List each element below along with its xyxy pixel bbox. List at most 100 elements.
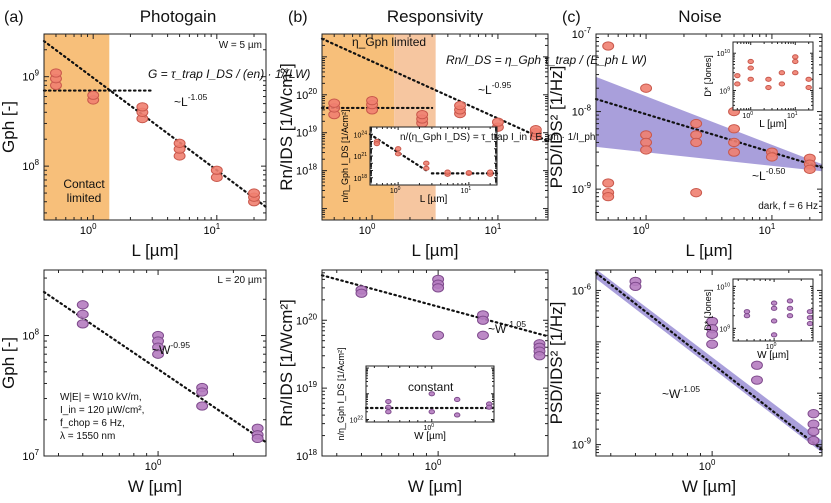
b_bottom-x-tick-label: 100 [425, 458, 442, 473]
length-annotation: L = 20 µm [217, 275, 262, 286]
fit-slope-label: ~W-0.95 [152, 340, 190, 357]
a_bottom-data-point [196, 401, 209, 411]
b_top-data-point [529, 125, 542, 135]
a_top-y-axis-label: Gph [-] [0, 101, 18, 153]
measurement-condition: dark, f = 6 Hz [758, 201, 818, 212]
c_bottom-inset-y-axis-label: D* [Jones] [703, 289, 713, 331]
c_bottom-data-point [751, 375, 763, 385]
c_top-inset-x-tick-label: 100 [742, 111, 753, 120]
c_top-inset-y-tick-label: 1010 [717, 49, 731, 58]
b_top-inset-y-tick-label: 1018 [354, 174, 368, 183]
fit-slope-label: ~W-1.05 [662, 384, 700, 401]
width-annotation: W = 5 µm [219, 40, 262, 51]
b_bottom-frame [321, 269, 549, 457]
fit-slope-label: ~L-0.50 [752, 166, 786, 183]
b_top-data-point [491, 117, 504, 127]
c_top-data-point [690, 118, 703, 129]
c_bottom-y-tick-label: 10-9 [572, 437, 592, 452]
c_top-y-tick-label: 10-7 [572, 26, 591, 41]
c_bottom-inset-data-point [806, 309, 814, 315]
contact-limited-label: Contact [63, 177, 105, 191]
b_top-inset-data-point [444, 169, 451, 175]
b_top-inset-x-axis-label: L [µm] [420, 194, 448, 205]
a_top-frame [43, 33, 267, 221]
a_top-x-tick-label: 100 [80, 222, 97, 237]
b_bottom-inset-x-axis-label: W [µm] [414, 431, 446, 442]
b_bottom-inset-data-point [428, 409, 436, 415]
c_top-inset-data-point [792, 58, 799, 65]
b_top-y-axis-label: Rn/IDS [1/Wcm²] [277, 63, 296, 191]
a_top-data-point [248, 188, 260, 198]
c_top-inset-data-point [805, 84, 812, 91]
b_bottom-inset-frame [365, 365, 495, 423]
c_bottom-inset-data-point [743, 313, 751, 319]
b_bottom-inset-data-point [428, 391, 436, 397]
a_bottom-y-axis-label: Gph [-] [0, 337, 18, 389]
c_bottom-inset-data-point [806, 315, 814, 321]
c_top-inset-data-point [765, 76, 772, 82]
c_bottom-data-point [807, 426, 820, 437]
c_bottom-inset: 100 109 1010 W [µm] D* [Jones] [703, 278, 814, 361]
c_top-data-point [803, 164, 816, 174]
fit-slope-label: ~L-1.05 [174, 92, 208, 109]
a_top-data-point [173, 138, 186, 148]
a_top-y-tick-label: 108 [22, 158, 39, 173]
a_top-x-tick-label: 101 [203, 222, 220, 237]
chart-noise-vs-length: 100 101 10-9 10-8 10-7 L [µm] PSD/IDS² [1/Hz] 1… [547, 26, 824, 260]
c_bottom-inset-y-tick-label: 1010 [717, 282, 731, 291]
c_top-inset-data-point [734, 73, 741, 79]
b_top-inset-x-tick-label: 101 [461, 186, 472, 195]
b_top-inset-background [370, 127, 497, 185]
contact-limited-label: limited [67, 191, 102, 205]
c_top-y-tick-label: 10-9 [572, 181, 592, 196]
c_bottom-x-tick-label: 100 [699, 458, 716, 473]
b_bottom-y-tick-label: 1020 [296, 312, 318, 327]
c_top-inset-data-point [778, 81, 786, 87]
b_top-y-tick-label: 1018 [296, 163, 318, 178]
b_top-x-tick-label: 100 [359, 222, 376, 237]
c_bottom-data-point [807, 435, 820, 446]
responsivity-formula: Rn/I_DS = η_Gph τ_trap / (E_ph L W) [446, 53, 647, 67]
inset-formula: n/(η_Gph I_DS) = τ_trap I_in / E_ph · 1/… [400, 132, 595, 143]
c_top-inset-data-point [747, 76, 754, 82]
c_top-inset-data-point [805, 76, 812, 82]
c_top-data-point [728, 124, 740, 134]
c_bottom-data-point [629, 281, 642, 292]
b_bottom-data-point [477, 330, 489, 340]
b_top-data-point [454, 100, 466, 111]
c_top-data-point [690, 137, 703, 148]
c_top-confidence-band [596, 76, 822, 172]
a_top-data-point [50, 68, 62, 78]
c_top-y-tick-label: 10-8 [572, 104, 592, 119]
c_top-y-axis-label: PSD/IDS² [1/Hz] [547, 66, 566, 189]
b_bottom-y-tick-label: 1019 [296, 380, 318, 395]
c_top-inset-y-tick-label: 109 [719, 87, 730, 96]
experiment-parameters: W|E| = W10 kV/m, [60, 392, 142, 403]
b_top-inset-data-point [423, 160, 430, 166]
a_top-data-point [210, 165, 223, 175]
b_bottom-inset-y-axis-label: n/η_Gph I_DS [1/Acm²] [336, 347, 346, 440]
c_bottom-inset-data-point [786, 305, 794, 311]
c_bottom-inset-data-point [770, 300, 778, 306]
b_top-inset-y-tick-label: 1021 [354, 152, 368, 161]
experiment-parameters: λ = 1550 nm [60, 431, 115, 442]
b_top-y-tick-label: 1019 [296, 125, 318, 140]
a_bottom-data-point [76, 309, 89, 319]
c_bottom-data-point [706, 329, 719, 339]
c_top-inset-data-point [734, 81, 741, 87]
c_bottom-inset-x-tick-label: 100 [766, 342, 777, 351]
b_bottom-fit-line [320, 274, 550, 338]
c_bottom-inset-y-tick-label: 109 [719, 324, 730, 333]
fit-slope-label: ~W-1.05 [488, 319, 526, 336]
b_bottom-inset-y-tick-label: 1022 [350, 416, 364, 425]
panel-label-a: (a) [4, 9, 24, 26]
c_top-fit-line [594, 97, 824, 169]
c_bottom-inset-data-point [786, 313, 794, 319]
b_top-y-tick-label: 1020 [296, 87, 318, 102]
c_top-inset-frame [732, 41, 814, 111]
a_bottom-data-point [76, 319, 89, 329]
b_bottom-data-point [477, 315, 489, 325]
